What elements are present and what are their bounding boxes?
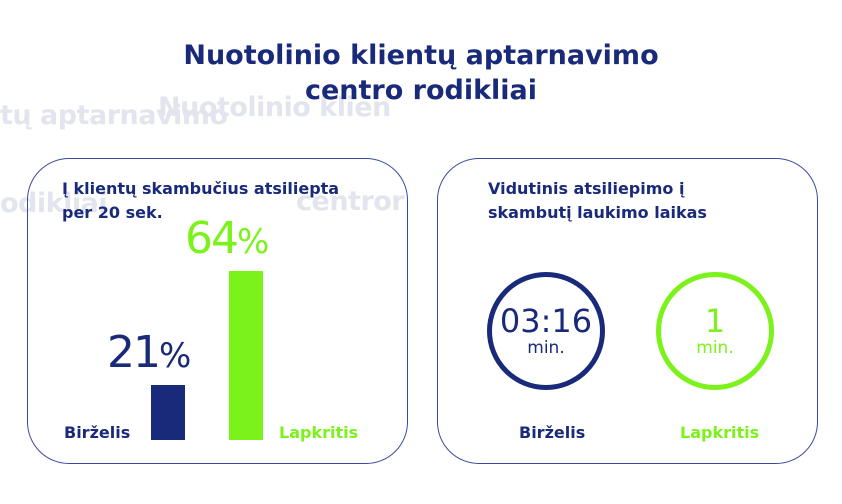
bar-category-label: Lapkritis <box>279 423 359 442</box>
wait-time-title-line-2: skambutį laukimo laikas <box>488 203 707 222</box>
answered-calls-title: Į klientų skambučius atsiliepta per 20 s… <box>62 177 392 225</box>
bar-value-label: 21% <box>107 326 191 378</box>
bar-category-label: Birželis <box>64 423 131 442</box>
wait-time-value: 1 <box>704 302 726 340</box>
answered-calls-title-line-1: Į klientų skambučius atsiliepta <box>62 179 340 198</box>
answered-calls-card: Į klientų skambučius atsiliepta per 20 s… <box>27 158 408 464</box>
circle-category-label: Birželis <box>519 423 586 442</box>
circle-category-label: Lapkritis <box>680 423 760 442</box>
wait-time-value: 03:16 <box>499 302 593 340</box>
ghost-text-1: tų aptarnavimo <box>0 100 228 131</box>
answered-calls-title-line-2: per 20 sek. <box>62 203 163 222</box>
wait-time-title-line-1: Vidutinis atsiliepimo į <box>488 179 685 198</box>
page-title-line-2: centro rodikliai <box>304 75 538 107</box>
wait-time-unit: min. <box>527 338 565 358</box>
wait-time-title: Vidutinis atsiliepimo į skambutį laukimo… <box>488 177 818 225</box>
bar-value-label: 64% <box>185 212 269 264</box>
wait-circle-lapkritis: 1 min. <box>656 272 774 390</box>
page-title-line-1: Nuotolinio klientų aptarnavimo <box>183 40 659 71</box>
page-title: Nuotolinio klientų aptarnavimo centro ro… <box>130 38 712 108</box>
ghost-text-2: Nuotolinio klien <box>158 92 391 123</box>
wait-time-unit: min. <box>696 338 734 358</box>
bar-birželis <box>151 384 185 440</box>
wait-time-card: Vidutinis atsiliepimo į skambutį laukimo… <box>437 158 818 464</box>
wait-circle-birželis: 03:16 min. <box>487 272 605 390</box>
bar-lapkritis <box>229 270 263 440</box>
